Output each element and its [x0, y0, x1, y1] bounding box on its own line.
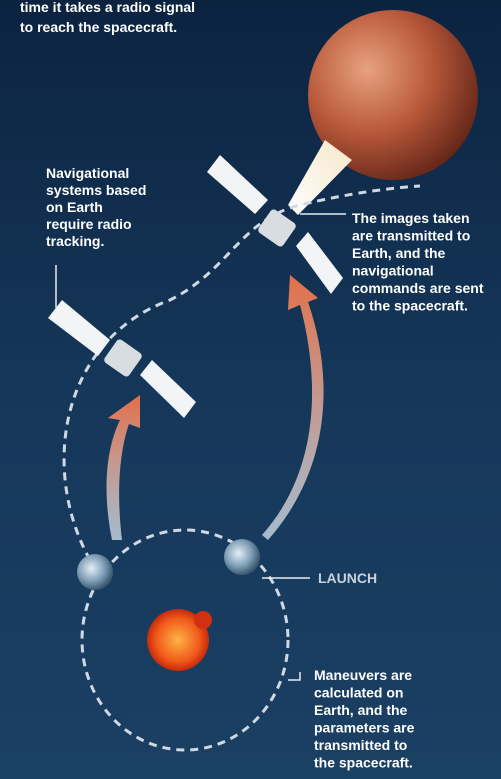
- spacecraft-upper: [207, 155, 343, 294]
- spacecraft-lower: [48, 300, 196, 418]
- label-line: calculated on: [314, 685, 403, 701]
- label-line: to the spacecraft.: [352, 298, 468, 314]
- labels: time it takes a radio signal to reach the…: [20, 0, 484, 771]
- label-line: Earth, and the: [314, 702, 408, 718]
- leader-lines: [55, 213, 346, 681]
- launch-label: LAUNCH: [318, 570, 377, 586]
- earth-start: [77, 554, 113, 590]
- solar-flare: [194, 611, 212, 629]
- sun: [147, 609, 209, 671]
- label-line: Maneuvers are: [314, 667, 412, 683]
- label-line: are transmitted to: [352, 228, 470, 244]
- label-line: navigational: [352, 263, 434, 279]
- label-line: The images taken: [352, 210, 470, 226]
- image-beam: [288, 140, 352, 215]
- earth-launch: [224, 539, 260, 575]
- label-line: tracking.: [46, 233, 104, 249]
- intro-line: to reach the spacecraft.: [20, 19, 177, 35]
- label-line: commands are sent: [352, 280, 484, 296]
- downlink-arrow: [262, 275, 324, 540]
- label-line: Earth, and the: [352, 245, 446, 261]
- uplink-arrow: [106, 395, 140, 540]
- label-line: transmitted to: [314, 737, 407, 753]
- earth-orbit: [80, 528, 290, 752]
- trajectory: [62, 184, 421, 561]
- label-line: Navigational: [46, 165, 129, 181]
- label-line: require radio: [46, 216, 132, 232]
- label-line: on Earth: [46, 199, 103, 215]
- mars: [308, 10, 478, 180]
- label-line: systems based: [46, 182, 146, 198]
- intro-line: time it takes a radio signal: [20, 0, 195, 15]
- label-line: parameters are: [314, 720, 415, 736]
- label-line: the spacecraft.: [314, 755, 413, 771]
